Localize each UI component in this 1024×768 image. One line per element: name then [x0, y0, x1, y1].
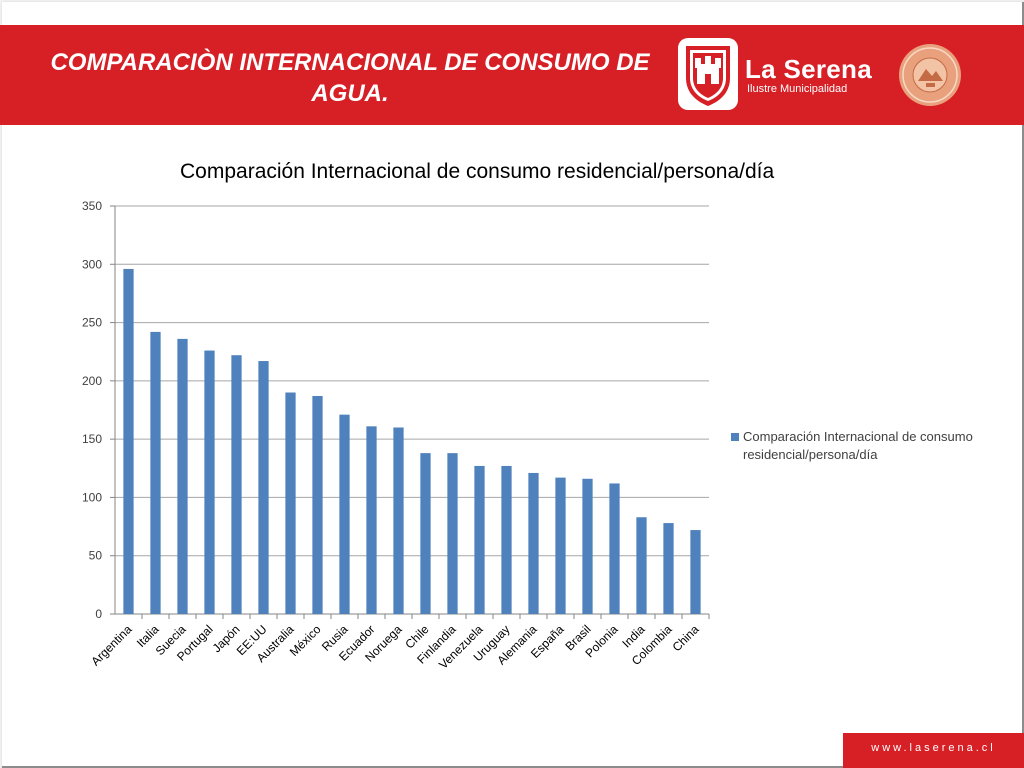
x-tick-label: China	[670, 622, 702, 654]
bar	[555, 477, 566, 614]
bar	[204, 350, 215, 614]
bar	[366, 426, 377, 614]
footer-bar: www.laserena.cl	[843, 733, 1024, 768]
y-tick-label: 0	[95, 607, 102, 621]
bar	[609, 483, 620, 614]
y-tick-label: 350	[82, 199, 102, 213]
y-tick-label: 50	[89, 549, 103, 563]
bar	[285, 392, 296, 614]
bar	[150, 331, 161, 614]
municipal-shield-logo	[678, 38, 738, 110]
x-tick-label: Argentina	[88, 622, 134, 668]
y-tick-label: 250	[82, 316, 102, 330]
bar	[636, 517, 647, 614]
bar	[690, 530, 701, 614]
bar	[582, 478, 593, 614]
bar	[474, 465, 485, 614]
bar	[258, 361, 269, 614]
bar	[123, 268, 134, 614]
header-banner: COMPARACIÒN INTERNACIONAL DE CONSUMO DE …	[0, 25, 1024, 125]
y-tick-label: 100	[82, 490, 102, 504]
bar	[393, 427, 404, 614]
seal-emblem-icon	[899, 44, 961, 106]
bar	[663, 523, 674, 614]
y-tick-label: 300	[82, 257, 102, 271]
bar	[501, 465, 512, 614]
bar	[420, 453, 431, 614]
chart-title: Comparación Internacional de consumo res…	[180, 160, 775, 183]
y-tick-label: 200	[82, 374, 102, 388]
bar	[339, 414, 350, 614]
brand-name: La Serena	[745, 54, 872, 84]
slide-title: COMPARACIÒN INTERNACIONAL DE CONSUMO DE …	[50, 49, 650, 107]
bar	[312, 396, 323, 614]
brand-subtitle: Ilustre Municipalidad	[747, 83, 848, 95]
bar	[231, 355, 242, 614]
castle-shield-icon	[686, 46, 730, 106]
bar	[447, 453, 458, 614]
footer-url: www.laserena.cl	[871, 742, 996, 754]
bar	[528, 472, 539, 614]
legend-label: Comparación Internacional de consumo res…	[743, 429, 973, 462]
bar	[177, 338, 188, 614]
x-tick-label: México	[287, 622, 324, 659]
legend-swatch	[731, 433, 739, 441]
y-tick-label: 150	[82, 432, 102, 446]
